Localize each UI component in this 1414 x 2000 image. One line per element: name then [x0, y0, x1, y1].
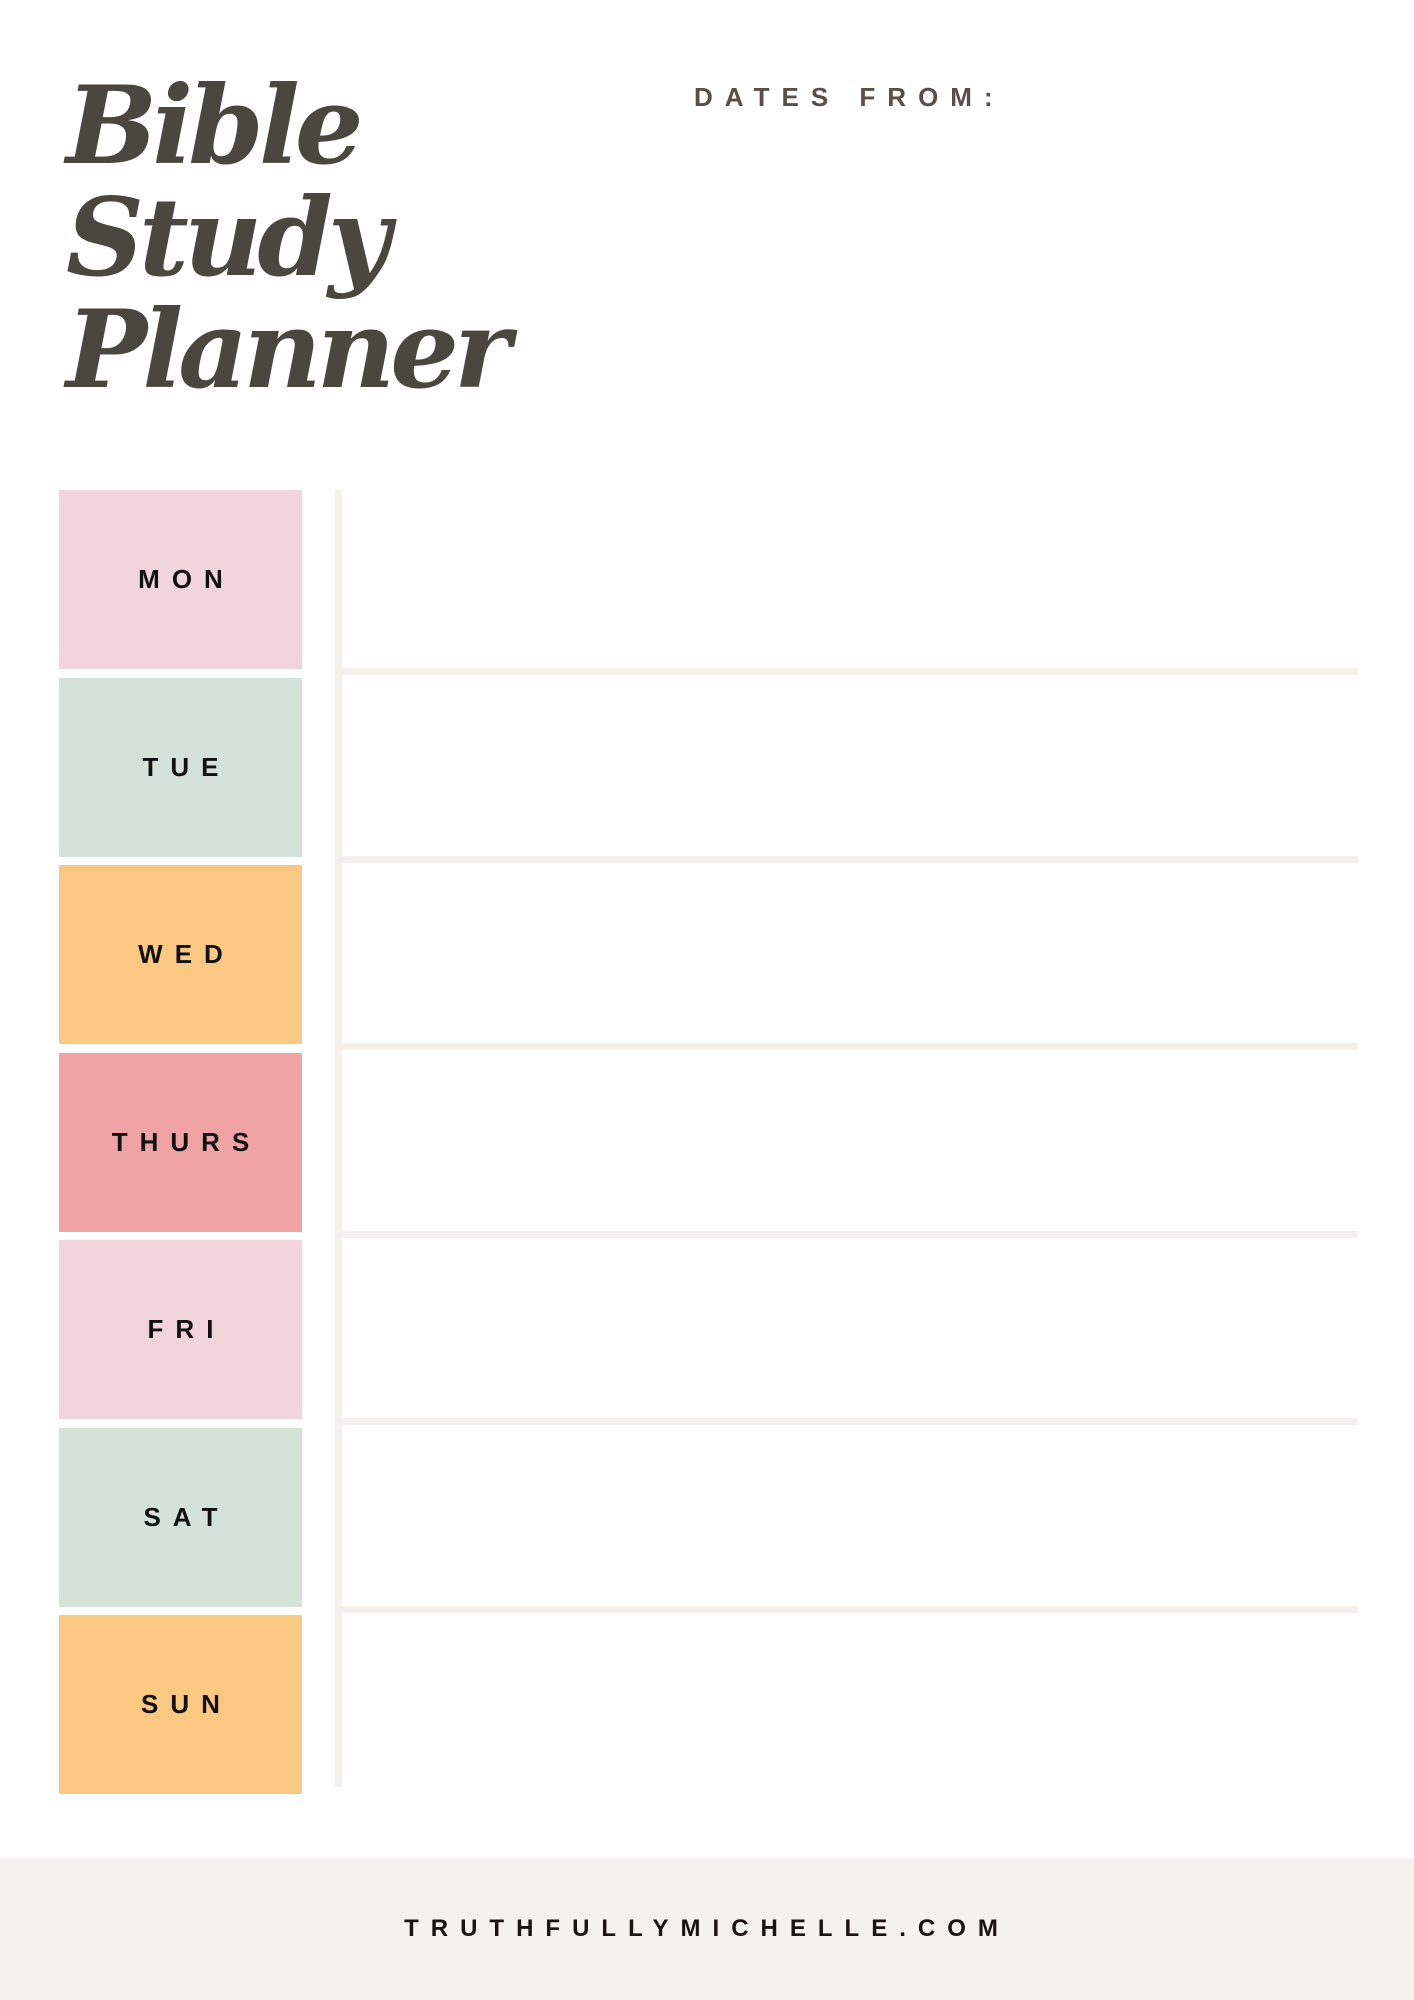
footer: TRUTHFULLYMICHELLE.COM	[0, 1858, 1414, 2000]
page-title: Bible Study Planner	[66, 63, 511, 413]
title-line: Bible	[66, 63, 364, 189]
dates-from-label: DATES FROM:	[694, 82, 1005, 112]
day-label-tue: TUE	[59, 677, 302, 857]
title-line: Planner	[66, 287, 511, 413]
day-label-sat: SAT	[59, 1427, 302, 1607]
day-label-wed: WED	[59, 865, 302, 1044]
day-label-fri: FRI	[59, 1240, 302, 1419]
title-line: Study	[66, 175, 391, 301]
day-label-thurs: THURS	[59, 1052, 302, 1232]
writing-line	[342, 668, 1358, 675]
writing-line	[342, 1230, 1358, 1238]
writing-line	[342, 855, 1358, 863]
writing-line	[342, 1418, 1358, 1425]
writing-line	[342, 1605, 1358, 1613]
day-label-mon: MON	[59, 490, 302, 669]
divider-vertical	[335, 490, 342, 1787]
footer-website: TRUTHFULLYMICHELLE.COM	[404, 1915, 1010, 1942]
day-label-sun: SUN	[59, 1615, 302, 1794]
writing-line	[342, 1043, 1358, 1050]
